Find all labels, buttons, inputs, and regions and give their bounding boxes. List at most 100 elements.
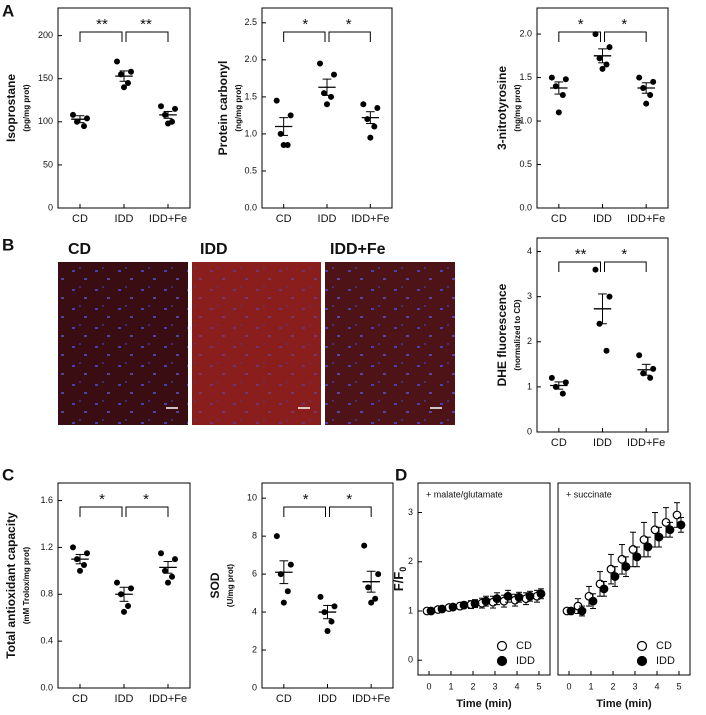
data-point [470,599,480,609]
data-point [665,525,675,535]
micrograph-nuclei [325,262,455,425]
data-point [361,542,368,549]
x-tick-label: 2 [470,681,475,691]
data-point [287,561,294,568]
data-point [650,365,657,372]
y-tick-label: 8 [252,531,257,541]
y-tick-label: 0.8 [40,589,53,599]
significance-label: ** [575,246,587,263]
significance-label: ** [140,16,152,33]
y-tick-label: 6 [252,568,257,578]
y-tick-label: 3 [527,291,532,301]
y-tick-label: 2.0 [519,28,532,38]
significance-label: * [346,491,352,508]
x-tick-label: IDD [593,437,612,449]
chart: 0 50 100 150 200 Isoprostane (pg/mg prot) CD IDD… [4,7,191,225]
data-point [284,588,291,595]
data-point [676,520,686,530]
data-point [636,74,643,81]
legend-label: CD [516,640,532,652]
significance-label: * [578,16,584,33]
y-axis-unit: (pg/mg prot) [22,84,31,131]
chart: 0 2 4 6 8 10 SOD (U/mg prot) CD IDD IDD+Fe * * [208,482,394,705]
x-tick-label: 5 [536,681,541,691]
significance-label: ** [96,16,108,33]
data-point [514,592,524,602]
x-tick-label: IDD+Fe [149,693,187,705]
data-point [448,602,458,612]
data-point [158,550,164,557]
x-axis-label: Time (min) [456,698,512,710]
data-point [331,71,337,78]
panel-label: D [395,465,407,484]
data-point [372,595,379,602]
data-point [317,593,324,600]
y-axis-label-sub: 0 [398,567,408,572]
data-point [158,103,164,110]
y-tick-label: 1.0 [519,115,532,125]
data-point [365,584,372,591]
y-axis-unit: (U/mg prot) [226,564,235,607]
significance-bracket [125,31,169,42]
data-point [588,596,598,606]
x-tick-label: IDD+Fe [352,693,390,705]
significance-bracket [604,261,647,272]
chart: 0.0 0.5 1.0 1.5 2.0 3-nitrotyrosine (ng/mg pro… [495,7,669,225]
significance-bracket [283,506,326,517]
x-tick-label: CD [276,213,292,225]
data-point [503,591,513,601]
data-point [375,571,382,578]
data-point [536,589,546,599]
y-tick-label: 0 [48,202,53,212]
x-tick-label: 3 [632,681,637,691]
data-point [287,112,294,119]
y-tick-label: 2 [527,336,532,346]
y-axis-label: Total antioxidant capacity [4,512,18,659]
data-point [643,100,650,107]
y-axis-unit: (mM Trolox/mg prot) [22,547,31,625]
significance-bracket [328,31,371,42]
data-point [374,105,381,111]
data-point [596,55,603,62]
x-tick-label: 2 [610,681,615,691]
legend-marker [636,655,648,667]
significance-label: * [302,16,308,33]
data-point [548,374,555,381]
data-point [577,606,587,616]
x-tick-label: 3 [492,681,497,691]
data-point [672,510,682,520]
data-point [317,60,323,67]
x-tick-label: CD [276,693,292,705]
plot-frame [57,7,191,209]
data-point [555,109,562,116]
data-point [592,31,599,38]
data-point [328,618,335,625]
image-label: CD [68,241,91,258]
y-tick-label: 1.5 [519,72,532,82]
y-axis-label-main: F/F [391,572,406,592]
data-point [273,533,280,540]
x-tick-label: 0 [426,681,431,691]
significance-bracket [329,506,372,517]
y-tick-label: 200 [38,30,53,40]
x-tick-label: 0 [566,681,571,691]
data-point [273,97,280,104]
y-tick-label: 1 [408,605,413,615]
data-point [437,604,447,614]
data-point [650,78,657,85]
x-tick-label: CD [551,437,567,449]
chart-title: + malate/glutamate [426,489,503,499]
legend-label: CD [656,640,672,652]
x-tick-label: IDD+Fe [351,213,389,225]
data-point [70,111,76,118]
significance-bracket [604,31,647,42]
y-tick-label: 1.2 [40,542,53,552]
data-point [636,352,643,359]
y-tick-label: 100 [38,116,53,126]
y-axis-unit: (ng/mg prot) [513,84,522,131]
data-point [599,65,606,72]
data-point [548,74,555,81]
y-tick-label: 0.0 [40,682,53,692]
y-tick-label: 3 [408,507,413,517]
